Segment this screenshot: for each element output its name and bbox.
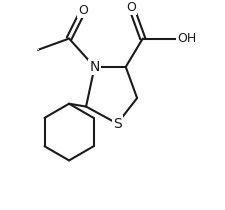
Text: S: S	[112, 117, 121, 131]
Text: N: N	[89, 60, 99, 74]
Text: O: O	[78, 4, 88, 17]
Text: O: O	[126, 1, 136, 14]
Text: OH: OH	[176, 32, 195, 45]
Text: O: O	[37, 49, 38, 50]
